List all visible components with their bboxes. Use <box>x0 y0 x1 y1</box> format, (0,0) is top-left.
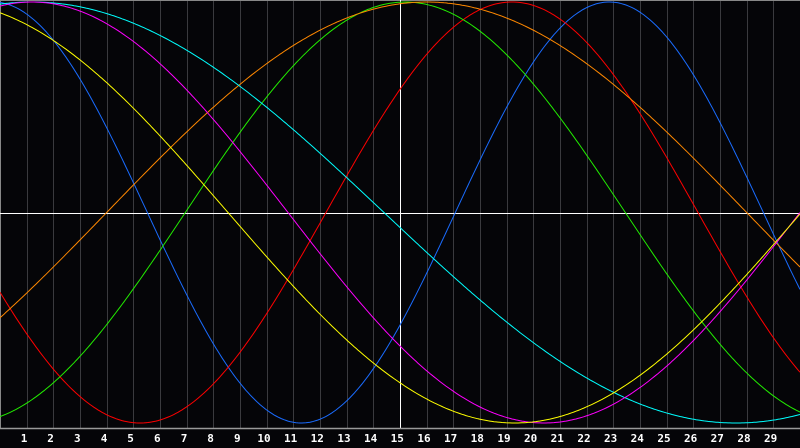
x-tick-label: 13 <box>337 432 350 445</box>
x-tick-label: 1 <box>21 432 28 445</box>
x-tick-label: 21 <box>551 432 565 445</box>
x-tick-label: 4 <box>101 432 108 445</box>
x-axis-tick-labels: 1 2 3 4 5 6 7 8 9 10 11 12 13 14 15 16 17 18 19 20 21 22 23 24 2… <box>21 432 778 445</box>
x-tick-label: 26 <box>684 432 698 445</box>
x-tick-label: 2 <box>47 432 54 445</box>
x-tick-label: 16 <box>417 432 431 445</box>
series-line-1 <box>0 1 800 424</box>
x-tick-label: 20 <box>524 432 537 445</box>
x-tick-label: 14 <box>364 432 378 445</box>
x-tick-label: 22 <box>577 432 590 445</box>
series-group <box>0 1 800 424</box>
series-line-4 <box>0 1 800 319</box>
x-tick-label: 6 <box>154 432 161 445</box>
x-tick-label: 10 <box>257 432 270 445</box>
x-tick-label: 5 <box>127 432 134 445</box>
x-tick-label: 9 <box>234 432 241 445</box>
x-tick-label: 3 <box>74 432 81 445</box>
x-tick-label: 11 <box>284 432 298 445</box>
series-line-3 <box>0 1 800 418</box>
x-tick-label: 24 <box>631 432 645 445</box>
x-tick-label: 7 <box>181 432 188 445</box>
series-line-2 <box>0 1 800 424</box>
series-line-5 <box>0 1 800 424</box>
x-tick-label: 18 <box>471 432 484 445</box>
x-tick-label: 15 <box>391 432 404 445</box>
series-line-7 <box>0 12 800 424</box>
x-tick-label: 19 <box>497 432 510 445</box>
x-tick-label: 25 <box>657 432 670 445</box>
series-line-6 <box>0 1 800 424</box>
x-tick-label: 8 <box>207 432 214 445</box>
x-tick-label: 27 <box>711 432 724 445</box>
x-tick-label: 23 <box>604 432 617 445</box>
x-tick-label: 17 <box>444 432 457 445</box>
x-tick-label: 28 <box>737 432 750 445</box>
x-tick-label: 29 <box>764 432 777 445</box>
x-tick-label: 12 <box>311 432 324 445</box>
